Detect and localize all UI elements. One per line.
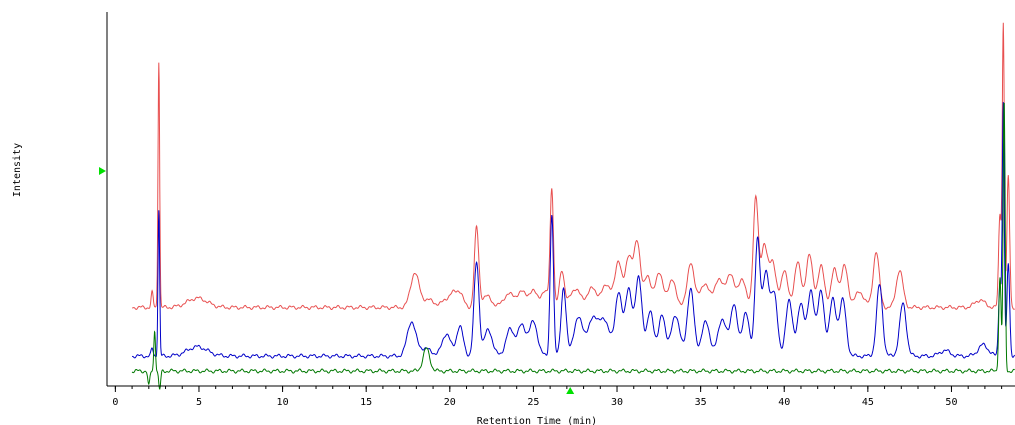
x-tick-label: 45 xyxy=(862,397,874,408)
y-marker-icon xyxy=(99,166,106,175)
series-line-3 xyxy=(131,102,1015,390)
x-tick-label: 25 xyxy=(527,397,539,408)
x-tick-label: 15 xyxy=(360,397,372,408)
x-tick-label: 20 xyxy=(444,397,456,408)
x-tick-label: 30 xyxy=(611,397,623,408)
series-layer xyxy=(131,22,1015,390)
y-axis-label: Intensity xyxy=(12,143,23,197)
axes-layer: 0 5 10 15 20 25 30 35 40 45 50 xyxy=(106,12,1015,408)
x-marker-icon xyxy=(566,387,575,394)
x-tick-label: 0 xyxy=(112,397,118,408)
x-tick-label: 50 xyxy=(945,397,957,408)
series-line-1 xyxy=(131,22,1015,311)
x-axis-label: Retention Time (min) xyxy=(477,416,597,425)
series-line-2 xyxy=(131,102,1015,359)
x-tick-label: 5 xyxy=(196,397,202,408)
x-tick-label: 35 xyxy=(695,397,707,408)
marker-layer xyxy=(99,166,575,394)
x-tick-label: 10 xyxy=(277,397,289,408)
x-tick-label: 40 xyxy=(778,397,790,408)
